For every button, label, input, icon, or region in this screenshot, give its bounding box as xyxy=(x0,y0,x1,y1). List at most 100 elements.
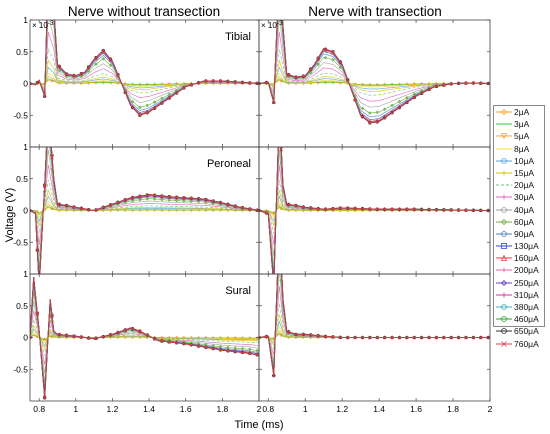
series-point xyxy=(43,396,47,400)
series-point xyxy=(123,198,127,202)
series-point xyxy=(123,200,128,205)
series-point xyxy=(57,64,61,68)
series-point xyxy=(427,88,431,92)
row-label-sural: Sural xyxy=(225,285,251,297)
series-point xyxy=(420,91,424,95)
series-point xyxy=(87,65,91,69)
series-group xyxy=(259,147,490,288)
legend-item: 90μA xyxy=(494,228,544,240)
series-line-40μA xyxy=(259,274,490,361)
series-point xyxy=(204,79,208,83)
y-axis-label: Voltage (V) xyxy=(4,188,16,242)
series-point xyxy=(197,344,201,348)
series-point xyxy=(160,101,164,105)
series-point xyxy=(287,73,291,77)
series-point xyxy=(160,197,164,202)
legend-marker xyxy=(501,206,507,213)
series-point xyxy=(138,113,142,117)
legend-marker xyxy=(500,108,508,116)
series-line-20μA xyxy=(259,303,490,351)
series-point xyxy=(50,313,54,317)
series-point xyxy=(449,336,453,339)
series-point xyxy=(189,199,193,204)
legend-item: 250μA xyxy=(494,277,544,289)
x-axis-label: Time (ms) xyxy=(234,419,283,431)
series-point xyxy=(412,207,416,211)
series-point xyxy=(79,71,83,76)
series-line-15μA xyxy=(259,314,490,346)
series-point xyxy=(79,72,83,76)
series-point xyxy=(420,336,424,339)
series-point xyxy=(204,200,208,204)
legend-swatch xyxy=(496,148,512,150)
series-point xyxy=(174,198,179,203)
legend-marker xyxy=(501,304,507,310)
series-point xyxy=(167,96,171,100)
panel-sural-without: 0.8 1 1.2 1.4 1.6 1.8 2 -0.5 0 0.5 1 Sural xyxy=(13,269,261,414)
legend-item: 30μA xyxy=(494,191,544,203)
legend-label: 650μA xyxy=(514,326,539,337)
legend-item: 15μA xyxy=(494,167,544,179)
legend-swatch xyxy=(496,133,512,140)
series-point xyxy=(316,62,320,67)
series-point xyxy=(30,82,32,85)
series-point xyxy=(182,196,186,200)
series-point xyxy=(338,60,342,64)
series-point xyxy=(175,341,179,345)
series-line-30μA xyxy=(30,164,259,245)
legend-marker xyxy=(501,194,507,200)
legend: 2μA 3μA 5μA 8μA 10μA 15μA 20μA 30μA 40μA 60μA 90μA… xyxy=(493,105,545,349)
series-point xyxy=(248,207,252,211)
series-point xyxy=(211,201,215,206)
series-point xyxy=(87,336,91,340)
series-line-310μA xyxy=(259,147,490,274)
series-point xyxy=(94,55,98,60)
legend-swatch xyxy=(496,279,512,286)
legend-item: 650μA xyxy=(494,325,544,337)
y-tick-label: 1 xyxy=(23,15,28,25)
series-point xyxy=(72,334,76,338)
series-point xyxy=(361,207,364,211)
series-point xyxy=(434,208,438,212)
series-point xyxy=(479,81,483,85)
legend-marker xyxy=(500,279,508,286)
series-point xyxy=(94,56,98,60)
legend-item: 3μA xyxy=(494,118,544,130)
series-point xyxy=(346,206,350,210)
series-point xyxy=(138,329,142,333)
legend-swatch xyxy=(496,108,512,116)
series-line-760μA xyxy=(259,147,490,274)
legend-swatch xyxy=(496,206,512,213)
series-point xyxy=(101,48,105,53)
series-line-200μA xyxy=(30,147,259,274)
row-label-peroneal: Peroneal xyxy=(207,158,251,170)
series-line-130μA xyxy=(259,274,490,373)
legend-marker xyxy=(501,316,507,323)
series-point xyxy=(108,63,113,67)
panel-peroneal-without: -0.5 0 0.5 1 Peroneal xyxy=(13,142,260,275)
series-point xyxy=(434,336,438,339)
legend-label: 460μA xyxy=(514,314,539,325)
series-point xyxy=(301,74,305,78)
series-point xyxy=(420,207,424,211)
y-tick-label: -0.5 xyxy=(13,364,28,374)
legend-marker xyxy=(501,230,507,237)
series-point xyxy=(273,286,275,288)
x-tick-label: 1.2 xyxy=(107,404,119,414)
series-point xyxy=(264,335,268,338)
legend-item: 200μA xyxy=(494,264,544,276)
series-point xyxy=(189,343,193,347)
legend-label: 130μA xyxy=(514,241,539,252)
series-point xyxy=(375,120,379,124)
series-point xyxy=(182,86,186,90)
series-point xyxy=(65,72,69,76)
series-point xyxy=(35,248,39,252)
series-line-200μA xyxy=(259,147,490,274)
legend-item: 20μA xyxy=(494,179,544,191)
series-point xyxy=(226,202,230,206)
series-point xyxy=(273,286,275,288)
series-point xyxy=(123,90,127,94)
legend-label: 5μA xyxy=(514,131,530,142)
series-point xyxy=(264,81,268,84)
legend-label: 8μA xyxy=(514,143,530,154)
